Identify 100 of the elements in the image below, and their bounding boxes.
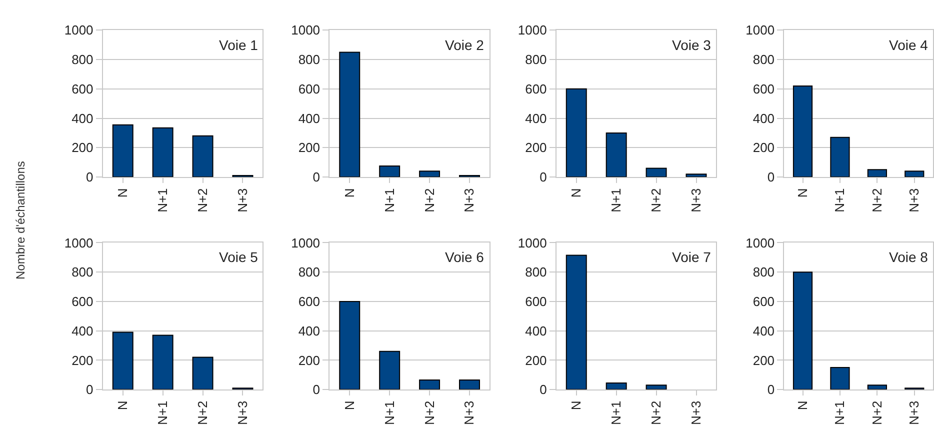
y-tick-label: 400 [72,110,94,126]
bar [192,356,214,390]
y-tick-label: 400 [525,323,547,338]
y-tick-label: 1000 [291,235,320,250]
y-tick-label: 1000 [291,22,320,38]
y-tick-label: 800 [525,264,547,280]
bar [904,170,924,178]
bar [830,136,850,178]
x-tick-label: N+2 [869,188,884,212]
y-tick-label: 1000 [746,22,775,38]
x-tick-label: N+1 [608,188,624,212]
bar [830,367,850,390]
y-tick-label: 600 [298,81,320,96]
bar [792,272,813,390]
text: Voie 1 [219,37,258,53]
bar [646,168,667,178]
x-tick-label: N+1 [382,400,397,425]
text: Voie 5 [219,249,258,265]
x-tick-label: N+3 [234,188,250,212]
bar [112,332,134,390]
y-tick-label: 400 [298,323,320,338]
x-tick-label: N+2 [869,400,884,425]
bar [792,85,813,178]
y-tick-label: 1000 [64,22,94,38]
text: Voie 8 [889,249,928,265]
y-tick-label: 0 [86,170,94,185]
text: Voie 6 [445,249,484,265]
y-tick-label: 800 [298,264,320,280]
x-tick-label: N+1 [832,400,848,425]
y-tick-label: 200 [525,352,547,368]
x-tick-label: N+2 [648,188,664,212]
y-tick-label: 800 [525,52,547,68]
y-tick-label: 0 [86,382,94,398]
y-tick-label: 600 [752,294,775,310]
y-tick-label: 200 [72,352,94,368]
x-tick-label: N+1 [832,188,848,212]
bar [339,300,360,390]
y-tick-label: 800 [752,52,775,68]
x-tick-label: N [794,188,810,198]
x-tick-label: N+3 [906,188,922,212]
bar [152,127,174,178]
y-tick-label: 200 [752,140,775,156]
x-tick-label: N+2 [422,400,437,425]
bar [379,166,400,178]
y-tick-label: 400 [752,110,775,126]
bar [686,174,707,178]
bar [646,384,667,390]
bar [339,52,360,178]
y-tick-label: 200 [298,352,320,368]
y-tick-label: 600 [752,81,775,96]
y-tick-label: 0 [767,170,775,185]
y-tick-label: 800 [72,52,94,68]
bar [606,132,627,178]
bar [566,254,587,390]
bar [419,380,440,390]
bar [867,169,887,178]
y-tick-label: 200 [525,140,547,156]
y-tick-label: 400 [525,110,547,126]
x-tick-label: N [115,188,130,198]
y-tick-label: 600 [298,294,320,310]
x-tick-label: N+3 [688,188,704,212]
x-tick-label: N [115,400,130,410]
x-tick-label: N+2 [648,400,664,425]
y-tick-label: 1000 [746,235,775,250]
y-tick-label: 1000 [518,22,547,38]
y-tick-label: 200 [298,140,320,156]
y-tick-label: 800 [72,264,94,280]
x-tick-label: N [342,188,357,198]
text: Voie 4 [889,37,928,53]
y-tick-label: 0 [312,382,320,398]
x-tick-label: N [794,400,810,410]
x-tick-label: N+2 [195,188,210,212]
x-tick-label: N+1 [382,188,397,212]
bar [192,135,214,178]
x-tick-label: N [568,188,584,198]
bar [419,170,440,178]
x-tick-label: N+1 [155,400,170,425]
bar [379,350,400,390]
y-tick-label: 0 [540,382,547,398]
x-tick-label: N+3 [906,400,922,425]
x-tick-label: N+2 [422,188,437,212]
x-tick-label: N+3 [462,188,477,212]
bar [152,334,174,390]
bar [867,384,887,390]
y-tick-label: 600 [72,294,94,310]
bar [459,380,480,390]
bar [606,382,627,390]
y-axis-title: Nombre d'échantillons [13,161,28,280]
bar [112,124,134,178]
bar [566,88,587,178]
y-tick-label: 600 [525,81,547,96]
y-tick-label: 600 [72,81,94,96]
x-tick-label: N+3 [462,400,477,425]
text: Voie 3 [672,37,712,53]
y-tick-label: 400 [752,323,775,338]
x-tick-label: N+3 [234,400,250,425]
y-tick-label: 200 [752,352,775,368]
y-tick-label: 800 [752,264,775,280]
y-tick-label: 400 [298,110,320,126]
text: Voie 7 [672,249,712,265]
